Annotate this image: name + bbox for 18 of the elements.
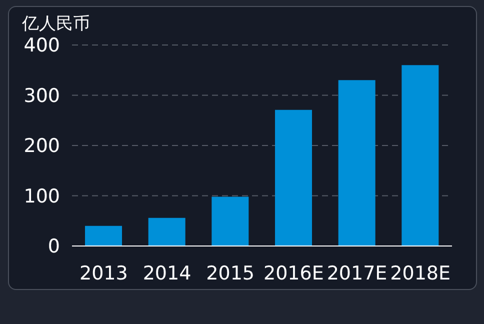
bar xyxy=(85,226,122,246)
x-tick-label: 2015 xyxy=(206,262,255,284)
x-tick-label: 2018E xyxy=(390,262,451,284)
bar xyxy=(338,80,376,246)
y-axis-title: 亿人民币 xyxy=(22,13,90,35)
bar xyxy=(402,65,439,246)
y-tick-label: 0 xyxy=(48,236,60,258)
x-tick-label: 2016E xyxy=(263,262,324,284)
x-tick-label: 2017E xyxy=(326,262,388,284)
x-tick-label: 2014 xyxy=(142,262,192,284)
x-tick-label: 2013 xyxy=(79,262,128,284)
y-tick-label: 100 xyxy=(24,185,60,208)
y-tick-label: 400 xyxy=(24,34,60,57)
bar xyxy=(212,196,249,246)
bar xyxy=(148,218,186,246)
y-tick-label: 200 xyxy=(24,135,60,158)
y-tick-label: 300 xyxy=(24,84,60,107)
bar xyxy=(275,110,312,246)
